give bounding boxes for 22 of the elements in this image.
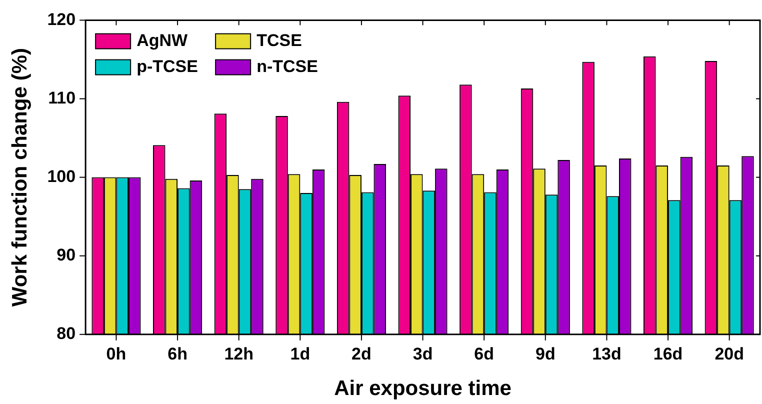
x-tick-label: 1d xyxy=(290,344,310,364)
x-tick-label: 16d xyxy=(653,344,683,364)
legend-label: p-TCSE xyxy=(136,56,198,76)
x-tick-label: 3d xyxy=(412,344,433,364)
legend-label: AgNW xyxy=(136,30,188,50)
x-axis-title: Air exposure time xyxy=(334,377,512,400)
x-tick-label: 13d xyxy=(592,344,622,364)
legend-label: TCSE xyxy=(256,30,302,50)
x-tick-label: 9d xyxy=(535,344,556,364)
x-tick-label: 2d xyxy=(352,344,372,364)
legend-label: n-TCSE xyxy=(256,56,318,76)
x-tick-label: 20d xyxy=(714,344,744,364)
x-tick-label: 6h xyxy=(168,344,188,364)
y-tick-label: 90 xyxy=(56,246,76,265)
y-axis-title: Work function change (%) xyxy=(8,48,32,307)
x-tick-label: 12h xyxy=(224,344,254,364)
y-tick-label: 120 xyxy=(47,10,76,29)
y-tick-label: 80 xyxy=(56,324,76,344)
x-tick-label: 6d xyxy=(474,344,494,364)
y-tick-label: 100 xyxy=(47,166,76,186)
x-tick-label: 0h xyxy=(106,344,126,364)
y-tick-label: 110 xyxy=(48,88,76,108)
